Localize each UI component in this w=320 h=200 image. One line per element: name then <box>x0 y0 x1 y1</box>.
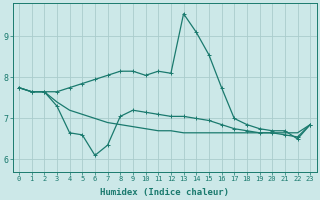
X-axis label: Humidex (Indice chaleur): Humidex (Indice chaleur) <box>100 188 229 197</box>
